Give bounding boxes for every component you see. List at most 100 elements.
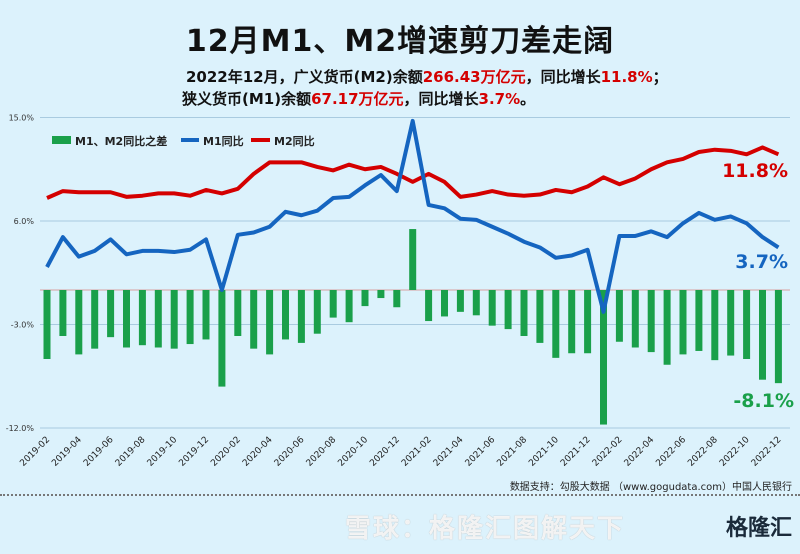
m2-text2: ，同比增长 xyxy=(525,68,601,86)
m2-text: 2022年12月，广义货币(M2)余额 xyxy=(186,68,423,86)
bar-diff xyxy=(711,290,719,361)
bar-diff xyxy=(282,290,289,340)
divider xyxy=(0,494,800,496)
y-tick-label: 15.0% xyxy=(9,114,35,123)
bar-diff xyxy=(743,290,751,359)
x-tick-label: 2020-06 xyxy=(273,435,307,469)
bar-diff xyxy=(727,290,735,356)
bar-diff xyxy=(759,290,766,380)
bar-diff xyxy=(91,290,99,349)
legend-label-m2: M2同比 xyxy=(274,134,315,148)
bar-diff xyxy=(695,290,703,351)
bar-diff xyxy=(584,290,592,354)
bar-diff xyxy=(456,290,464,312)
x-tick-label: 2019-06 xyxy=(82,435,116,469)
bar-diff xyxy=(600,290,607,425)
bar-diff xyxy=(75,290,83,355)
bar-diff xyxy=(615,290,623,342)
logo: 格隆汇 xyxy=(725,516,792,541)
line-m1 xyxy=(45,118,780,314)
end-label-diff: -8.1% xyxy=(733,390,794,412)
bar-diff xyxy=(441,290,448,317)
x-tick-label: 2022-02 xyxy=(591,435,625,469)
m1-text: 狭义货币(M1)余额 xyxy=(182,90,312,108)
subtitle-m2: 2022年12月，广义货币(M2)余额266.43万亿元，同比增长11.8%； xyxy=(186,66,668,87)
x-tick-label: 2019-10 xyxy=(146,435,180,469)
x-tick-label: 2020-04 xyxy=(241,435,275,469)
bar-diff xyxy=(107,290,115,338)
x-tick-label: 2020-02 xyxy=(209,435,243,469)
bar-diff xyxy=(59,290,67,336)
bar-diff xyxy=(488,290,496,326)
bar-diff xyxy=(313,290,321,334)
x-tick-label: 2022-04 xyxy=(623,435,657,469)
m1-balance: 67.17万亿元 xyxy=(311,90,404,108)
m1-text2: ，同比增长 xyxy=(403,90,479,108)
bar-diff xyxy=(329,290,337,318)
bar-diff xyxy=(43,290,51,359)
bar-diff xyxy=(123,290,130,348)
x-tick-label: 2020-12 xyxy=(368,435,402,469)
x-tick-label: 2022-08 xyxy=(686,435,720,469)
bar-diff xyxy=(297,290,305,343)
bar-diff xyxy=(774,290,782,384)
end-label-m1: 3.7% xyxy=(735,251,788,273)
bar-diff xyxy=(234,290,242,336)
bar-diff xyxy=(472,290,480,316)
y-tick-label: -12.0% xyxy=(6,424,35,433)
x-tick-label: 2019-12 xyxy=(177,435,211,469)
x-tick-label: 2022-10 xyxy=(718,435,752,469)
watermark: 雪球：格隆汇图解天下 xyxy=(345,514,626,544)
page-title: 12月M1、M2增速剪刀差走阔 xyxy=(185,24,615,59)
bar-diff xyxy=(552,290,560,358)
bar-diff xyxy=(504,290,512,330)
bar-diff xyxy=(425,290,433,322)
line-m2 xyxy=(46,145,780,200)
data-source: 数据支持：勾股大数据 （www.gogudata.com）中国人民银行 xyxy=(509,482,792,493)
x-tick-label: 2021-10 xyxy=(527,435,561,469)
x-tick-label: 2021-08 xyxy=(495,435,529,469)
y-tick-label: 6.0% xyxy=(14,217,35,226)
x-tick-label: 2022-12 xyxy=(750,435,784,469)
bar-diff xyxy=(631,290,639,348)
x-tick-label: 2020-10 xyxy=(336,435,370,469)
chart: 15.0%6.0%-3.0%-12.0%2019-022019-042019-0… xyxy=(6,114,794,469)
y-tick-label: -3.0% xyxy=(11,321,35,330)
legend-label-diff: M1、M2同比之差 xyxy=(75,134,167,148)
bar-diff xyxy=(154,290,162,348)
bar-diff xyxy=(266,290,274,355)
x-tick-label: 2022-06 xyxy=(654,435,688,469)
bar-diff xyxy=(568,290,576,354)
bar-diff xyxy=(536,290,544,343)
m1-growth: 3.7% xyxy=(478,90,521,108)
bar-diff xyxy=(393,290,401,308)
bar-diff xyxy=(345,290,353,323)
bar-diff xyxy=(647,290,655,353)
x-tick-label: 2021-04 xyxy=(432,435,466,469)
bar-diff xyxy=(250,290,258,349)
bar-diff xyxy=(170,290,178,349)
bar-diff xyxy=(138,290,146,346)
bar-diff xyxy=(520,290,528,336)
bar-diff xyxy=(663,290,671,365)
subtitle-m1: 狭义货币(M1)余额67.17万亿元，同比增长3.7%。 xyxy=(182,88,535,109)
bar-diff xyxy=(361,290,369,307)
x-tick-label: 2019-02 xyxy=(18,435,52,469)
legend-swatch-diff xyxy=(52,136,71,144)
bar-diff xyxy=(377,290,385,299)
m2-growth: 11.8% xyxy=(600,68,653,86)
x-tick-label: 2021-12 xyxy=(559,435,593,469)
bar-diff xyxy=(202,290,210,340)
x-tick-label: 2021-06 xyxy=(464,435,498,469)
bar-diff xyxy=(186,290,194,345)
bar-diff xyxy=(218,290,226,387)
m1-punct: 。 xyxy=(520,90,536,108)
bar-diff xyxy=(409,229,417,290)
x-tick-label: 2020-08 xyxy=(305,435,339,469)
bar-diff xyxy=(679,290,687,355)
x-tick-label: 2019-08 xyxy=(114,435,148,469)
m2-balance: 266.43万亿元 xyxy=(422,68,526,86)
x-tick-label: 2019-04 xyxy=(50,435,84,469)
legend-label-m1: M1同比 xyxy=(203,134,244,148)
x-tick-label: 2021-02 xyxy=(400,435,434,469)
